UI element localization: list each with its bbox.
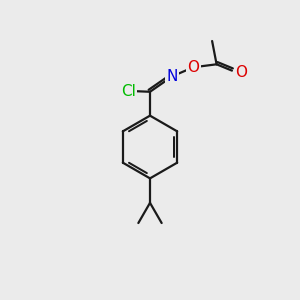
- Text: O: O: [187, 60, 199, 75]
- Text: O: O: [236, 65, 247, 80]
- Text: Cl: Cl: [121, 84, 136, 99]
- Text: N: N: [167, 69, 178, 84]
